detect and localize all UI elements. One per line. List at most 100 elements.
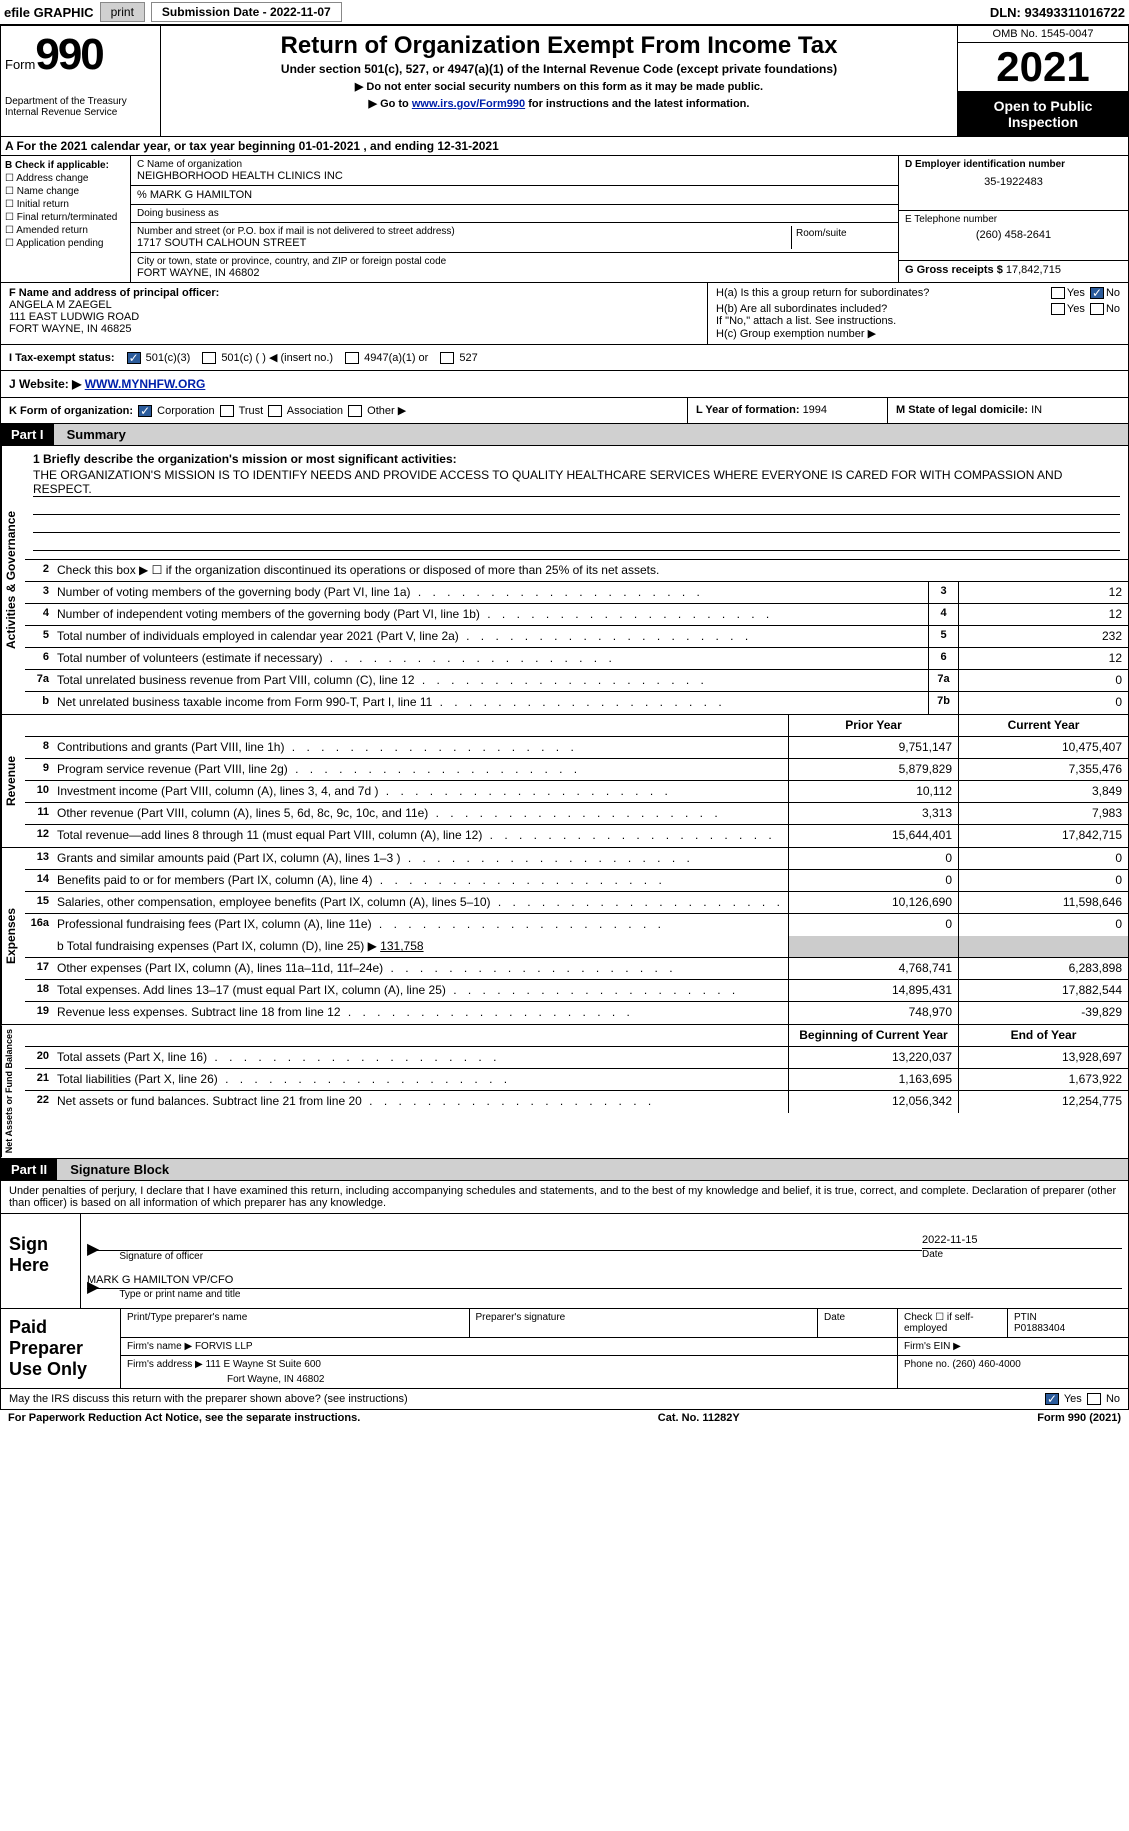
cat-no: Cat. No. 11282Y [658, 1412, 740, 1424]
self-employed-label: Check ☐ if self-employed [898, 1309, 1008, 1337]
irs-link[interactable]: www.irs.gov/Form990 [412, 98, 525, 110]
revenue-side-label: Revenue [1, 715, 25, 847]
summary-line: 3Number of voting members of the governi… [25, 582, 1128, 604]
top-toolbar: efile GRAPHIC print Submission Date - 20… [0, 0, 1129, 25]
part2-title: Signature Block [60, 1159, 179, 1180]
summary-line: 6Total number of volunteers (estimate if… [25, 648, 1128, 670]
mission-text: THE ORGANIZATION'S MISSION IS TO IDENTIF… [33, 468, 1120, 497]
col-b-header: B Check if applicable: [5, 160, 126, 171]
summary-line: 18Total expenses. Add lines 13–17 (must … [25, 980, 1128, 1002]
discuss-no[interactable] [1087, 1393, 1101, 1405]
officer-name-title: MARK G HAMILTON VP/CFO [87, 1274, 1122, 1286]
print-button[interactable]: print [100, 2, 145, 22]
summary-line: 15Salaries, other compensation, employee… [25, 892, 1128, 914]
website-label: J Website: ▶ [9, 377, 81, 391]
street-value: 1717 SOUTH CALHOUN STREET [137, 237, 791, 249]
chk-trust[interactable] [220, 405, 234, 417]
summary-line: 14Benefits paid to or for members (Part … [25, 870, 1128, 892]
gross-value: 17,842,715 [1006, 264, 1061, 276]
chk-corporation[interactable] [138, 405, 152, 417]
row-f-h: F Name and address of principal officer:… [0, 283, 1129, 345]
type-name-label: Type or print name and title [119, 1289, 240, 1300]
net-assets-section: Net Assets or Fund Balances Beginning of… [0, 1025, 1129, 1158]
footer: For Paperwork Reduction Act Notice, see … [0, 1410, 1129, 1426]
form-label: Form 990 (2021) [1037, 1412, 1121, 1424]
officer-name: ANGELA M ZAEGEL [9, 299, 699, 311]
irs-label: Internal Revenue Service [5, 107, 156, 118]
summary-line: 5Total number of individuals employed in… [25, 626, 1128, 648]
expenses-side-label: Expenses [1, 848, 25, 1024]
declaration-text: Under penalties of perjury, I declare th… [1, 1181, 1128, 1214]
part1-title: Summary [57, 424, 136, 445]
sign-here-label: Sign Here [1, 1214, 81, 1308]
ha-yes[interactable] [1051, 287, 1065, 299]
row-j-website: J Website: ▶ WWW.MYNHFW.ORG [0, 371, 1129, 398]
chk-application-pending[interactable]: ☐ Application pending [5, 238, 126, 249]
firm-city: Fort Wayne, IN 46802 [227, 1374, 891, 1385]
firm-name-label: Firm's name ▶ [127, 1341, 192, 1352]
chk-final-return[interactable]: ☐ Final return/terminated [5, 212, 126, 223]
instruction-1: ▶ Do not enter social security numbers o… [165, 80, 953, 93]
row-k: K Form of organization: Corporation Trus… [0, 398, 1129, 424]
discuss-text: May the IRS discuss this return with the… [9, 1393, 408, 1405]
org-name-label: C Name of organization [137, 159, 892, 170]
firm-addr: 111 E Wayne St Suite 600 [206, 1359, 321, 1370]
ptin-value: P01883404 [1014, 1323, 1122, 1334]
summary-line: 8Contributions and grants (Part VIII, li… [25, 737, 1128, 759]
summary-line: 17Other expenses (Part IX, column (A), l… [25, 958, 1128, 980]
summary-line: 11Other revenue (Part VIII, column (A), … [25, 803, 1128, 825]
year-formation-label: L Year of formation: [696, 404, 803, 416]
line1-label: 1 Briefly describe the organization's mi… [33, 452, 457, 466]
website-link[interactable]: WWW.MYNHFW.ORG [85, 377, 206, 391]
irs-discuss-row: May the IRS discuss this return with the… [0, 1389, 1129, 1410]
form-word: Form [5, 57, 35, 72]
sig-date-value: 2022-11-15 [922, 1234, 1122, 1246]
gross-label: G Gross receipts $ [905, 264, 1003, 276]
row-a-tax-year: A For the 2021 calendar year, or tax yea… [0, 137, 1129, 156]
firm-addr-label: Firm's address ▶ [127, 1359, 203, 1370]
chk-501c3[interactable] [127, 352, 141, 364]
tax-year: 2021 [958, 43, 1128, 92]
form-header: Form990 Department of the Treasury Inter… [0, 25, 1129, 137]
hc-label: H(c) Group exemption number ▶ [716, 327, 1120, 340]
ha-no[interactable] [1090, 287, 1104, 299]
summary-line: 12Total revenue—add lines 8 through 11 (… [25, 825, 1128, 847]
room-suite-label: Room/suite [792, 226, 892, 249]
line16b-val: 131,758 [380, 939, 423, 953]
state-domicile-label: M State of legal domicile: [896, 404, 1031, 416]
begin-year-header: Beginning of Current Year [788, 1025, 958, 1046]
chk-address-change[interactable]: ☐ Address change [5, 173, 126, 184]
sig-date-label: Date [922, 1249, 943, 1260]
prep-date-label: Date [818, 1309, 898, 1337]
tax-status-label: I Tax-exempt status: [9, 352, 115, 364]
line16b-desc: b Total fundraising expenses (Part IX, c… [57, 939, 377, 953]
signature-section: Under penalties of perjury, I declare th… [0, 1181, 1129, 1389]
summary-line: 20Total assets (Part X, line 16)13,220,0… [25, 1047, 1128, 1069]
ptin-label: PTIN [1014, 1312, 1122, 1323]
chk-initial-return[interactable]: ☐ Initial return [5, 199, 126, 210]
end-year-header: End of Year [958, 1025, 1128, 1046]
chk-association[interactable] [268, 405, 282, 417]
line2-desc: Check this box ▶ ☐ if the organization d… [53, 560, 1128, 581]
officer-city: FORT WAYNE, IN 46825 [9, 323, 699, 335]
chk-501c[interactable] [202, 352, 216, 364]
hb-yes[interactable] [1051, 303, 1065, 315]
summary-line: 13Grants and similar amounts paid (Part … [25, 848, 1128, 870]
paid-prep-label: Paid Preparer Use Only [1, 1309, 121, 1388]
chk-527[interactable] [440, 352, 454, 364]
chk-name-change[interactable]: ☐ Name change [5, 186, 126, 197]
hb-no[interactable] [1090, 303, 1104, 315]
chk-amended[interactable]: ☐ Amended return [5, 225, 126, 236]
year-formation: 1994 [803, 404, 827, 416]
discuss-yes[interactable] [1045, 1393, 1059, 1405]
city-value: FORT WAYNE, IN 46802 [137, 267, 892, 279]
revenue-section: Revenue Prior Year Current Year 8Contrib… [0, 715, 1129, 848]
summary-line: 19Revenue less expenses. Subtract line 1… [25, 1002, 1128, 1024]
submission-date-label: Submission Date - 2022-11-07 [151, 2, 342, 22]
firm-name: FORVIS LLP [195, 1341, 253, 1352]
summary-line: 4Number of independent voting members of… [25, 604, 1128, 626]
form-org-label: K Form of organization: [9, 405, 133, 417]
chk-other[interactable] [348, 405, 362, 417]
chk-4947[interactable] [345, 352, 359, 364]
column-b-checkboxes: B Check if applicable: ☐ Address change … [1, 156, 131, 282]
